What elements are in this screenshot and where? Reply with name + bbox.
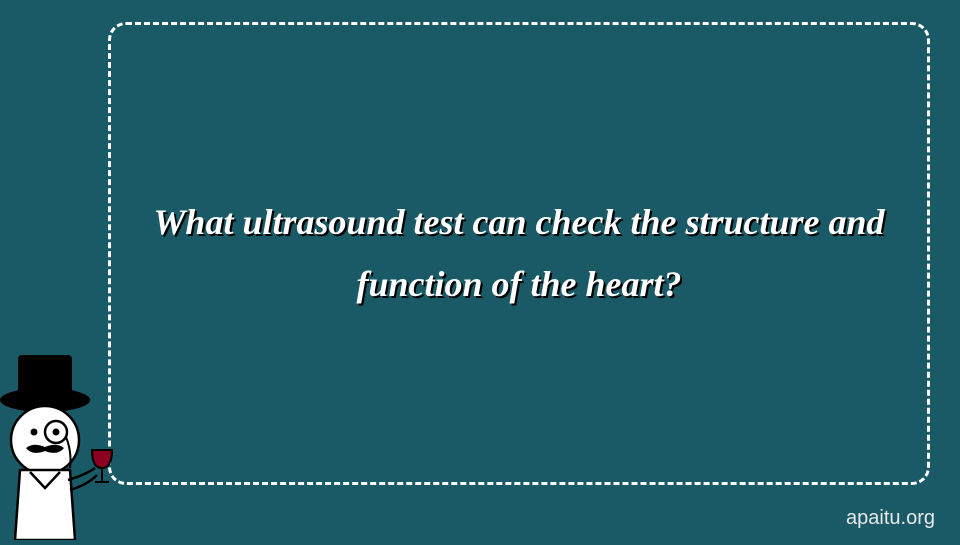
- gentleman-character: [0, 340, 120, 540]
- attribution-text: apaitu.org: [846, 507, 935, 530]
- question-text: What ultrasound test can check the struc…: [151, 192, 887, 314]
- question-box: What ultrasound test can check the struc…: [108, 22, 930, 485]
